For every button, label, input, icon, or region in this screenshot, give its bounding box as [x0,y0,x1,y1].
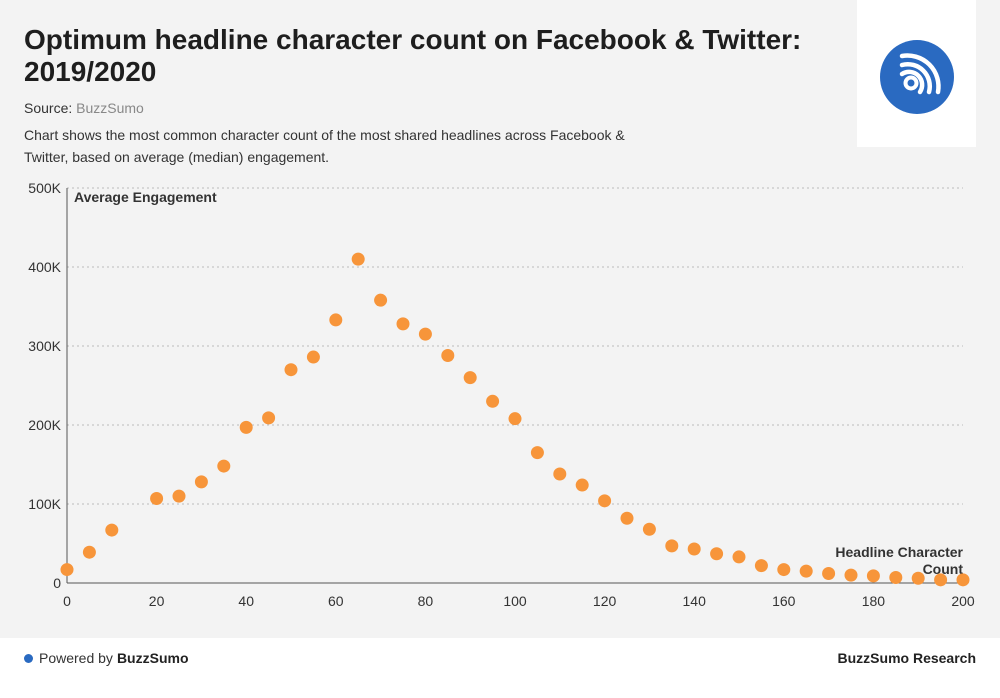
gridlines [67,187,963,505]
data-point [687,542,701,556]
brand-dot-icon [24,653,33,663]
data-point [553,467,567,481]
data-point [306,350,320,364]
data-point [530,446,544,460]
data-point [866,569,880,583]
data-point [329,313,343,327]
powered-prefix: Powered by [39,650,113,666]
data-point [777,563,791,577]
x-tick-label: 180 [862,593,886,609]
data-point [911,571,925,585]
chart-title: Optimum headline character count on Face… [24,24,802,87]
data-point [172,489,186,503]
data-point [262,411,276,425]
data-point [239,420,253,434]
research-label: BuzzSumo Research [837,650,976,666]
powered-by[interactable]: Powered by BuzzSumo [24,650,189,666]
chart-description: Chart shows the most common character co… [24,127,625,165]
source-link[interactable]: BuzzSumo [76,100,144,116]
data-point [351,252,365,266]
data-point [665,539,679,553]
x-tick-labels: 0 20 40 60 80 100 120 140 160 180 200 [63,593,975,609]
x-tick-label: 140 [683,593,707,609]
x-tick-label: 40 [238,593,254,609]
data-point [374,293,388,307]
source-prefix: Source: [24,100,77,116]
data-point [934,573,948,587]
data-points [60,252,970,587]
data-point [508,412,522,426]
y-tick-label: 0 [53,575,61,591]
x-tick-label: 160 [772,593,796,609]
y-tick-label: 400K [28,259,61,275]
y-tick-labels: 0 100K 200K 300K 400K 500K [28,180,61,591]
data-point [889,570,903,584]
y-tick-label: 200K [28,417,61,433]
data-point [60,563,74,577]
data-point [956,573,970,587]
x-tick-label: 0 [63,593,71,609]
footer: Powered by BuzzSumo BuzzSumo Research [0,638,1000,698]
data-point [396,317,410,331]
y-tick-label: 300K [28,338,61,354]
data-point [754,559,768,573]
x-tick-label: 60 [328,593,344,609]
y-tick-label: 100K [28,496,61,512]
powered-brand: BuzzSumo [116,650,189,666]
y-axis-title: Average Engagement [74,189,217,205]
data-point [620,511,634,525]
data-point [710,547,724,561]
x-axis-title: Headline Character Count [835,544,963,577]
scatter-chart: 0 100K 200K 300K 400K 500K 0 20 40 60 80 100 120 140… [28,180,975,609]
data-point [598,494,612,508]
data-point [217,459,231,473]
data-point [441,348,455,362]
data-point [642,522,656,536]
rss-feed-icon [880,40,954,114]
data-point [150,491,164,505]
source-line: Source: BuzzSumo [24,100,144,116]
data-point [82,545,96,559]
x-tick-label: 200 [951,593,975,609]
x-tick-label: 120 [593,593,617,609]
chart-panel: Optimum headline character count on Face… [24,0,976,609]
data-point [732,550,746,564]
data-point [844,568,858,582]
x-tick-label: 20 [149,593,165,609]
data-point [284,363,298,377]
data-point [194,475,208,489]
data-point [822,567,836,581]
y-tick-label: 500K [28,180,61,196]
data-point [799,564,813,578]
data-point [463,371,477,385]
data-point [486,394,500,408]
logo-box [857,0,976,147]
data-point [575,478,589,492]
x-tick-label: 100 [503,593,527,609]
x-tick-label: 80 [418,593,434,609]
data-point [105,523,119,537]
data-point [418,327,432,341]
